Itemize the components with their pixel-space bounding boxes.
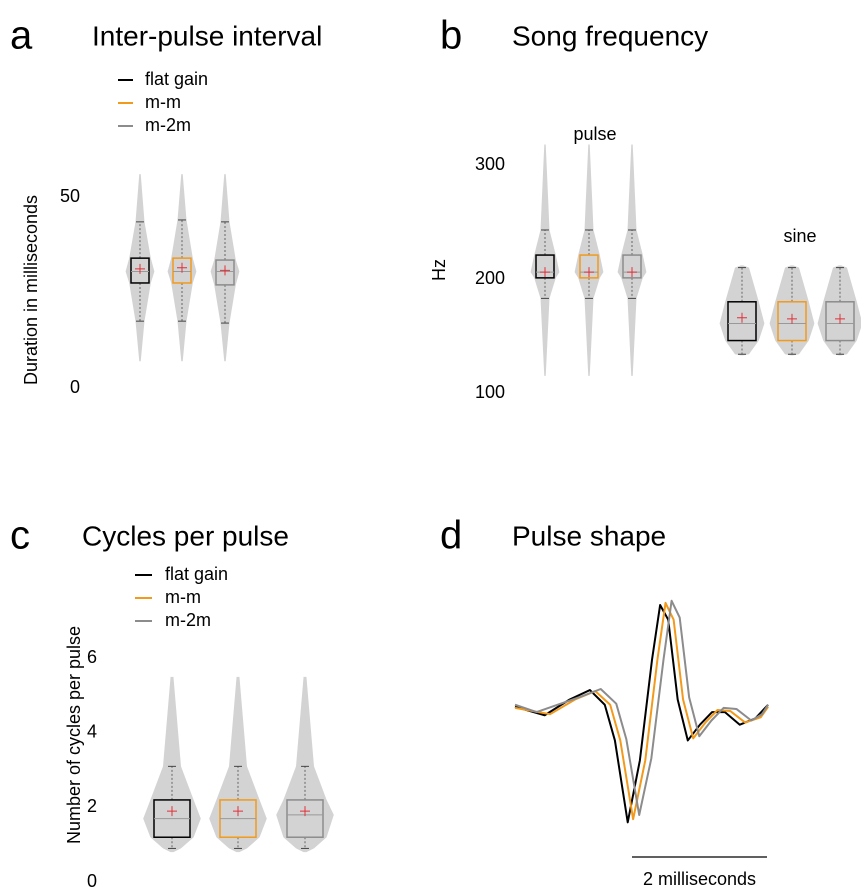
panel-letter: a (10, 14, 33, 58)
pulse-trace (514, 599, 769, 816)
box (172, 257, 192, 284)
mean-marker (220, 265, 230, 276)
violin (769, 265, 815, 356)
legend-label: m-2m (165, 610, 211, 630)
group-label: pulse (573, 124, 616, 144)
y-axis-label: Number of cycles per pulse (64, 626, 84, 844)
violin (530, 144, 560, 376)
panel-title: Pulse shape (512, 520, 666, 551)
mean-marker (135, 263, 145, 274)
panel-title: Cycles per pulse (82, 520, 289, 551)
mean-marker (835, 313, 845, 324)
panel-title: Song frequency (512, 20, 708, 51)
violin (209, 676, 267, 853)
pulse-trace (514, 604, 769, 824)
mean-marker (233, 806, 243, 817)
mean-marker (177, 262, 187, 273)
mean-marker (300, 806, 310, 817)
group-label: sine (783, 226, 816, 246)
y-axis-label: Duration in milliseconds (21, 195, 41, 385)
panel-letter: d (440, 514, 462, 558)
violin (276, 676, 334, 853)
scale-bar-label: 2 milliseconds (643, 869, 756, 889)
panel-letter: b (440, 14, 462, 58)
mean-marker (737, 312, 747, 323)
mean-marker (167, 806, 177, 817)
box (535, 254, 555, 279)
y-tick-label: 4 (87, 722, 97, 742)
y-tick-label: 200 (475, 268, 505, 288)
violin (817, 265, 861, 356)
violin (719, 265, 765, 356)
legend-label: m-m (145, 92, 181, 112)
legend-label: m-m (165, 587, 201, 607)
y-tick-label: 0 (87, 871, 97, 891)
legend-label: flat gain (165, 564, 228, 584)
panel-letter: c (10, 514, 30, 558)
legend-label: m-2m (145, 115, 191, 135)
box (130, 257, 150, 284)
y-tick-label: 2 (87, 796, 97, 816)
y-tick-label: 0 (70, 377, 80, 397)
violin (574, 144, 604, 376)
y-axis-label: Hz (429, 259, 449, 281)
mean-marker (584, 267, 594, 278)
y-tick-label: 100 (475, 382, 505, 402)
legend-label: flat gain (145, 69, 208, 89)
violin (617, 144, 647, 376)
y-tick-label: 50 (60, 186, 80, 206)
box (286, 799, 324, 838)
box (727, 301, 757, 342)
box (579, 254, 599, 279)
box (622, 254, 642, 279)
box (777, 301, 807, 342)
mean-marker (627, 267, 637, 278)
box (825, 301, 855, 342)
mean-marker (787, 313, 797, 324)
violin (143, 676, 201, 853)
y-tick-label: 300 (475, 154, 505, 174)
mean-marker (540, 267, 550, 278)
y-tick-label: 6 (87, 647, 97, 667)
box (215, 259, 235, 286)
panel-title: Inter-pulse interval (92, 20, 322, 51)
